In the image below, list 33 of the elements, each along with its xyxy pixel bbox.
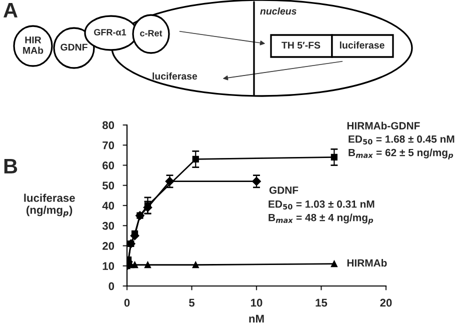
y-tick-label: 60 — [102, 162, 114, 170]
text: GFR-α1 — [94, 29, 126, 36]
y-tick-label: 20 — [102, 242, 114, 250]
x-axis-title: nM — [249, 314, 264, 322]
text: B — [4, 159, 18, 174]
text: HIR MAb — [23, 36, 44, 54]
annotation: ED$_{50}$ = 1.03 ± 0.31 nM — [268, 200, 374, 210]
annotation: B$_{max}$ = 48 ± 4 ng/mg$_{p}$ — [268, 214, 374, 224]
x-tick-label: 20 — [380, 298, 392, 307]
y-tick-label: 40 — [102, 202, 114, 210]
text: nucleus — [260, 7, 296, 15]
series-label: HIRMAb — [347, 259, 387, 267]
y-tick-label: 30 — [102, 222, 114, 230]
text: luciferase — [152, 72, 198, 80]
x-tick-label: 0 — [124, 298, 130, 307]
x-tick-label: 5 — [189, 298, 195, 307]
y-tick-label: 70 — [102, 141, 114, 150]
series-label: GDNF — [269, 186, 298, 194]
text: TH 5′-FS — [282, 42, 320, 49]
text: luciferase — [340, 41, 384, 49]
y-tick-label: 0 — [108, 282, 114, 290]
x-tick-label: 15 — [316, 298, 328, 307]
y-axis-title: luciferase (ng/mg$_{p}$) — [24, 194, 75, 218]
text: c-Ret — [140, 30, 162, 36]
x-tick-label: 10 — [251, 298, 262, 307]
annotation: B$_{max}$ = 62 ± 5 ng/mg$_{p}$ — [348, 148, 454, 160]
y-tick-label: 10 — [102, 262, 114, 270]
annotation: ED$_{50}$ = 1.68 ± 0.45 nM — [348, 135, 454, 144]
text: A — [4, 3, 18, 18]
y-tick-label: 80 — [102, 121, 114, 130]
text: HIRMAb-GDNF — [347, 122, 420, 130]
y-tick-label: 50 — [102, 182, 114, 190]
text: GDNF — [60, 44, 88, 51]
